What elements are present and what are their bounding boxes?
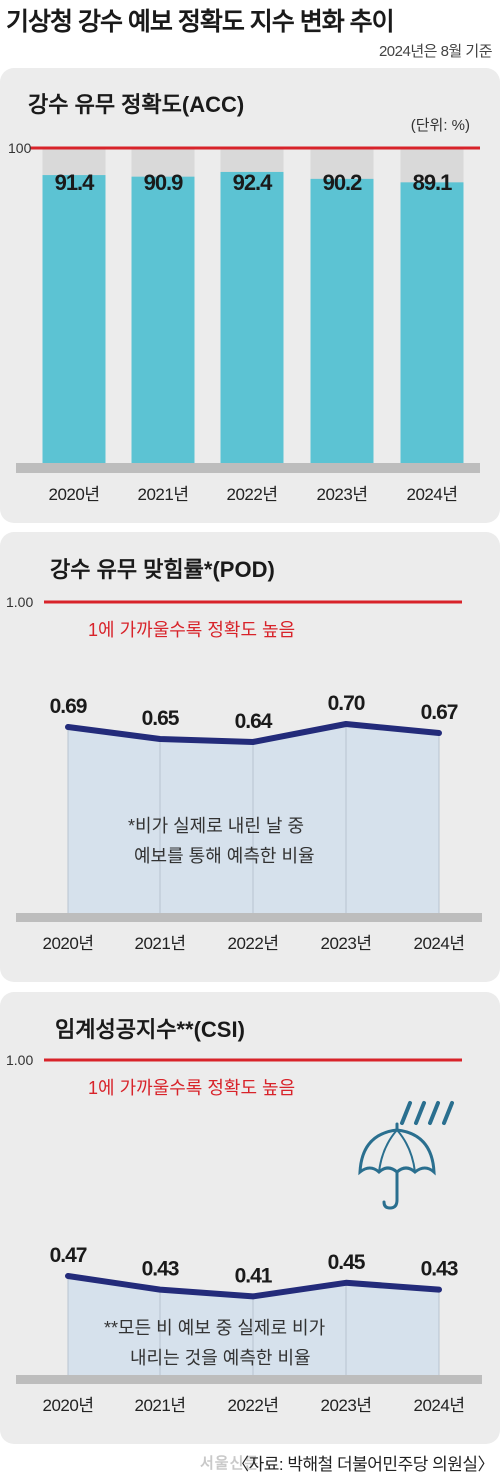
x-tick-label: 2024년 [414,1396,465,1415]
x-tick-label: 2022년 [228,1396,279,1415]
bar-value-label: 89.1 [413,170,453,195]
csi-line-chart: 임계성공지수**(CSI) 1.00 1에 가까울수록 정확도 높음 0.47 2020… [6,1017,482,1415]
bar [400,182,464,463]
series-line [65,721,442,745]
reference-label: 100 [8,140,32,156]
baseline-bar [16,1375,482,1384]
unit-note: (단위: %) [411,117,470,134]
source-note: 〈자료: 박해철 더불어민주당 의원실〉 [232,1455,494,1474]
baseline-bar [16,913,482,922]
footnote-line: 예보를 통해 예측한 비율 [134,846,315,866]
series-line [65,1273,442,1300]
bar-value-label: 90.9 [144,170,184,195]
reference-note: 1에 가까울수록 정확도 높음 [88,620,295,640]
x-tick-label: 2020년 [49,485,100,504]
x-tick-label: 2024년 [407,485,458,504]
x-tick-label: 2021년 [138,485,189,504]
x-tick-label: 2022년 [228,934,279,953]
publisher-watermark: 서울신문 [200,1455,260,1472]
data-label: 0.43 [421,1258,458,1281]
chart-title: 강수 유무 정확도(ACC) [28,92,244,117]
pod-chart-panel: 강수 유무 맞힘률*(POD) 1.00 1에 가까울수록 정확도 높음 0.69 20… [0,532,500,982]
bar [310,178,374,463]
page-subtitle: 2024년은 8월 기준 [378,43,493,60]
x-tick-label: 2021년 [135,1396,186,1415]
bar [220,171,284,463]
x-tick-label: 2023년 [321,934,372,953]
footnote-line: *비가 실제로 내린 날 중 [128,816,304,836]
bar-value-label: 91.4 [55,170,96,195]
footnote-line: 내리는 것을 예측한 비율 [130,1348,311,1368]
x-tick-label: 2023년 [317,485,368,504]
data-label: 0.70 [328,692,365,715]
chart-title: 강수 유무 맞힘률*(POD) [50,557,275,582]
data-label: 0.67 [421,701,458,724]
x-tick-label: 2021년 [135,934,186,953]
x-tick-label: 2023년 [321,1396,372,1415]
bar [131,176,195,463]
x-tick-label: 2024년 [414,934,465,953]
data-label: 0.45 [328,1251,366,1274]
reference-label: 1.00 [6,594,33,610]
data-label: 0.65 [142,707,180,730]
page-title: 기상청 강수 예보 정확도 지수 변화 추이 [6,8,395,36]
csi-chart-panel: 임계성공지수**(CSI) 1.00 1에 가까울수록 정확도 높음 0.47 2020… [0,992,500,1444]
bar [42,175,106,463]
data-label: 0.64 [235,710,273,733]
umbrella-rain-icon [358,1101,454,1210]
acc-bar-chart: 강수 유무 정확도(ACC) (단위: %) 91.4 2020년 90.9 2021년 9… [8,92,480,504]
reference-label: 1.00 [6,1052,33,1068]
data-label: 0.47 [50,1244,87,1267]
x-tick-label: 2022년 [227,485,278,504]
data-label: 0.69 [50,695,87,718]
bar-value-label: 92.4 [233,170,274,195]
reference-note: 1에 가까울수록 정확도 높음 [88,1078,295,1098]
x-tick-label: 2020년 [43,934,94,953]
chart-title: 임계성공지수**(CSI) [55,1017,245,1042]
acc-chart-panel: 강수 유무 정확도(ACC) (단위: %) 91.4 2020년 90.9 2021년 9… [0,68,500,523]
pod-line-chart: 강수 유무 맞힘률*(POD) 1.00 1에 가까울수록 정확도 높음 0.69 20… [6,557,482,953]
footnote-line: **모든 비 예보 중 실제로 비가 [104,1318,325,1338]
bar-value-label: 90.2 [323,170,363,195]
data-label: 0.41 [235,1264,273,1287]
data-label: 0.43 [142,1258,179,1281]
baseline-bar [16,463,480,473]
x-tick-label: 2020년 [43,1396,94,1415]
